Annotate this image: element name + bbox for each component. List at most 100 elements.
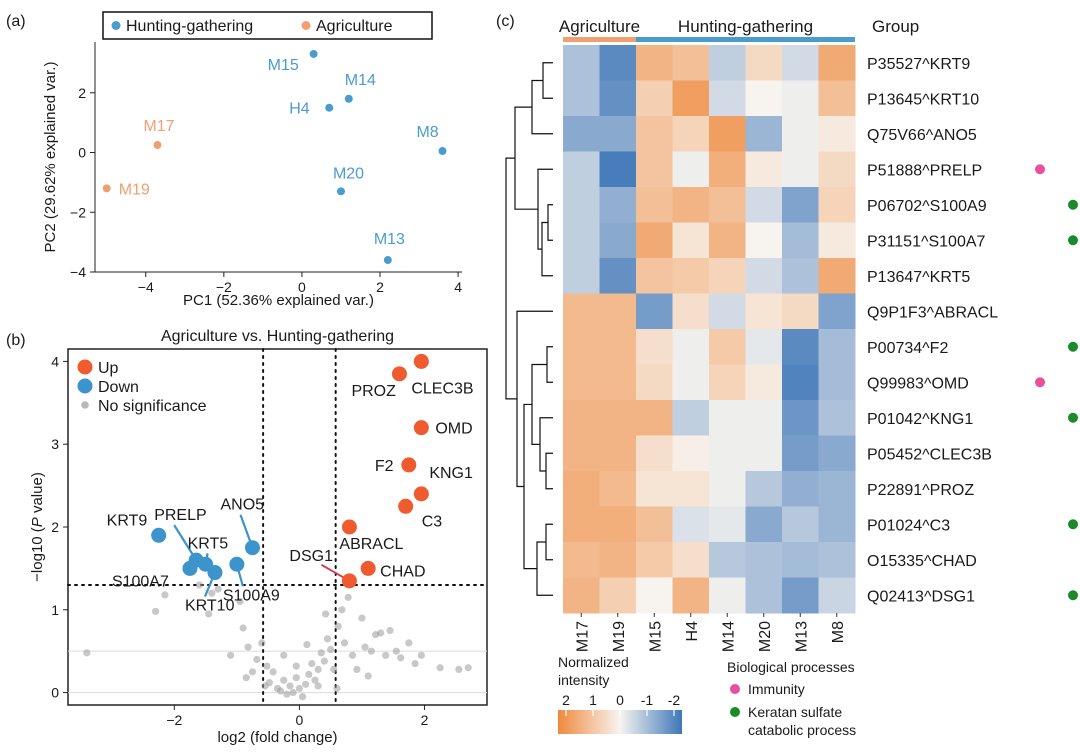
- heatmap-cell: [672, 577, 710, 614]
- volcano-ns-point: [305, 670, 313, 678]
- volcano-ns-point: [292, 662, 300, 670]
- volcano-ns-point: [311, 676, 319, 684]
- heatmap-cell: [672, 293, 710, 330]
- pca-point-h4: [325, 103, 334, 112]
- volcano-down-label-s100a7: S100A7: [112, 573, 169, 590]
- heatmap-cell: [563, 400, 600, 436]
- heatmap-process-legend-keratan-label-line1: Keratan sulfate: [748, 704, 842, 720]
- heatmap-cell: [782, 471, 819, 507]
- heatmap-cell: [672, 222, 710, 259]
- volcano-ns-point: [382, 651, 390, 659]
- heatmap-cell: [745, 471, 783, 507]
- heatmap-cell: [563, 542, 600, 578]
- pca-y-axis-label: PC2 (29.62% explained var.): [42, 62, 59, 253]
- volcano-ns-point: [261, 682, 269, 690]
- heatmap-cell: [782, 151, 819, 188]
- volcano-ns-point: [397, 654, 405, 662]
- heatmap-group-bar-0: [563, 37, 636, 42]
- heatmap-cell: [745, 187, 783, 223]
- volcano-down-point-s100a9: [229, 556, 245, 572]
- volcano-legend-down-label: Down: [98, 379, 139, 396]
- heatmap-row-label: P13647^KRT5: [867, 269, 970, 286]
- heatmap-cell: [599, 471, 637, 507]
- heatmap-cell: [745, 400, 783, 436]
- heatmap-row-label: P31151^S100A7: [867, 233, 986, 250]
- volcano-ns-point: [161, 591, 169, 599]
- heatmap-cell: [782, 45, 819, 81]
- volcano-x-tick-label: 0: [295, 712, 303, 728]
- volcano-down-label-prelp: PRELP: [154, 507, 206, 524]
- heatmap-dendrogram-link: [536, 541, 553, 596]
- volcano-ns-point: [208, 589, 216, 597]
- heatmap-cell: [818, 364, 856, 401]
- volcano-ns-point: [436, 664, 444, 672]
- heatmap-cell: [563, 116, 600, 152]
- volcano-ns-point: [348, 651, 357, 659]
- heatmap-cell: [563, 435, 600, 472]
- heatmap-cell: [782, 329, 819, 365]
- volcano-up-point-proz: [391, 366, 407, 382]
- heatmap-cell: [563, 364, 600, 401]
- volcano-ns-point: [323, 635, 332, 643]
- volcano-ns-point: [361, 643, 369, 651]
- volcano-ns-point: [353, 665, 361, 674]
- volcano-legend-up-label: Up: [98, 360, 119, 377]
- heatmap-cell: [818, 187, 856, 223]
- heatmap-cell: [782, 435, 819, 472]
- heatmap-cell: [709, 187, 746, 223]
- heatmap-row-keratan-marker: [1068, 590, 1078, 601]
- volcano-ns-point: [244, 643, 252, 651]
- volcano-ns-point: [205, 610, 213, 618]
- heatmap-cell: [636, 400, 673, 436]
- heatmap-cell: [563, 471, 600, 507]
- heatmap-cell: [782, 577, 819, 614]
- heatmap-row-immunity-marker: [1035, 377, 1045, 388]
- heatmap-colorbar-title-line1: Normalized: [558, 654, 629, 670]
- heatmap-cell: [636, 471, 673, 507]
- volcano-ns-point: [405, 639, 413, 647]
- heatmap-cell: [636, 187, 673, 223]
- heatmap-cell: [599, 506, 637, 543]
- volcano-up-point-kng1: [413, 486, 429, 502]
- volcano-ns-point: [248, 668, 257, 676]
- heatmap-cell: [709, 364, 746, 401]
- pca-x-tick-label: −2: [216, 279, 232, 295]
- heatmap-cell: [818, 329, 856, 365]
- heatmap-col-label: M17: [574, 621, 591, 652]
- volcano-ns-point: [303, 640, 311, 649]
- volcano-ns-point: [242, 674, 250, 682]
- volcano-ns-point: [302, 680, 310, 688]
- heatmap-process-legend-keratan-marker: [730, 707, 740, 717]
- volcano-ns-point: [286, 682, 294, 690]
- heatmap-cell: [709, 435, 746, 472]
- volcano-ns-point: [292, 674, 300, 682]
- heatmap-cell: [563, 293, 600, 330]
- pca-legend-hunting-marker: [111, 21, 121, 30]
- volcano-ns-point: [226, 651, 235, 659]
- volcano-ns-point: [455, 665, 463, 674]
- heatmap-cell: [636, 435, 673, 472]
- volcano-ns-point: [295, 684, 303, 693]
- heatmap-group-label-0: Agriculture: [559, 17, 640, 36]
- heatmap-colorbar-tick-label: 1: [589, 692, 597, 708]
- heatmap-cell: [672, 187, 710, 223]
- heatmap-cell: [672, 435, 710, 472]
- heatmap-cell: [818, 471, 856, 507]
- heatmap-cell: [672, 506, 710, 543]
- heatmap-panel: Agriculture Hunting-gathering Group P35527^…: [505, 17, 1078, 738]
- volcano-up-label-clec3b: CLEC3B: [411, 380, 473, 397]
- pca-point-m14: [344, 94, 353, 103]
- pca-point-m15: [309, 49, 318, 58]
- heatmap-cell: [599, 45, 637, 81]
- volcano-up-label-abracl: ABRACL: [339, 536, 403, 553]
- pca-x-tick-label: −4: [138, 279, 154, 295]
- heatmap-dendrogram-link: [546, 346, 553, 383]
- volcano-up-label-chad: CHAD: [380, 563, 425, 580]
- heatmap-cell: [709, 116, 746, 152]
- heatmap-cell: [599, 293, 637, 330]
- volcano-up-point-omd: [413, 420, 429, 436]
- volcano-ns-point: [280, 651, 288, 659]
- volcano-ns-point: [330, 665, 338, 674]
- heatmap-cell: [818, 506, 856, 543]
